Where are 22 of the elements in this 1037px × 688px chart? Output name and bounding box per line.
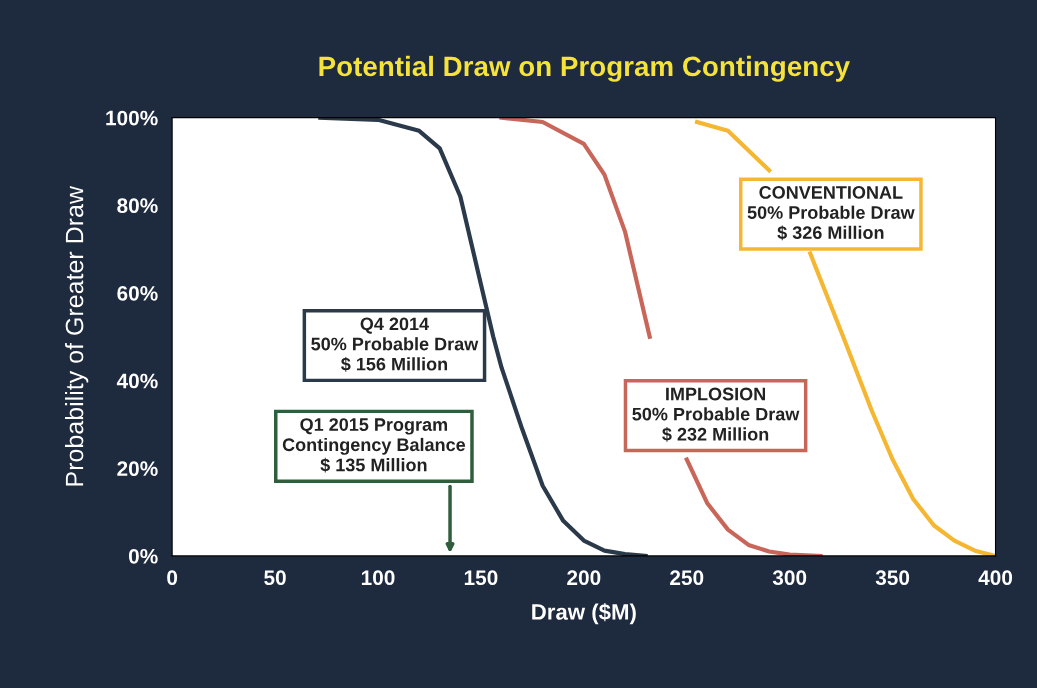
- x-tick-label: 250: [670, 570, 704, 586]
- y-tick-label: 40%: [116, 373, 158, 389]
- y-tick-label: 0%: [128, 548, 158, 564]
- y-tick-label: 60%: [117, 285, 158, 301]
- x-tick-label: 100: [361, 570, 395, 586]
- annotation: Q1 2015 Program Contingency Balance $ 135 Million: [282, 418, 466, 473]
- annotation: CONVENTIONAL 50% Probable Draw $ 326 Million: [747, 186, 915, 241]
- x-tick-label: 150: [464, 570, 498, 586]
- x-tick-label: 200: [567, 570, 601, 586]
- x-tick-label: 350: [875, 570, 910, 586]
- y-tick-label: 100%: [106, 110, 158, 126]
- y-axis-title: Probability of Greater Draw: [65, 185, 89, 486]
- x-tick-label: 50: [264, 570, 286, 586]
- y-tick-label: 20%: [117, 461, 158, 477]
- y-tick-label: 80%: [117, 198, 158, 214]
- x-tick-label: 300: [772, 570, 807, 586]
- x-tick-label: 0: [167, 570, 178, 586]
- chart-title: Potential Draw on Program Contingency: [319, 55, 850, 82]
- x-axis-title: Draw ($M): [532, 603, 636, 625]
- annotation: Q4 2014 50% Probable Draw $ 156 Million: [311, 317, 479, 372]
- annotation: IMPLOSION 50% Probable Draw $ 232 Million: [632, 387, 800, 442]
- x-tick-label: 400: [978, 570, 1013, 586]
